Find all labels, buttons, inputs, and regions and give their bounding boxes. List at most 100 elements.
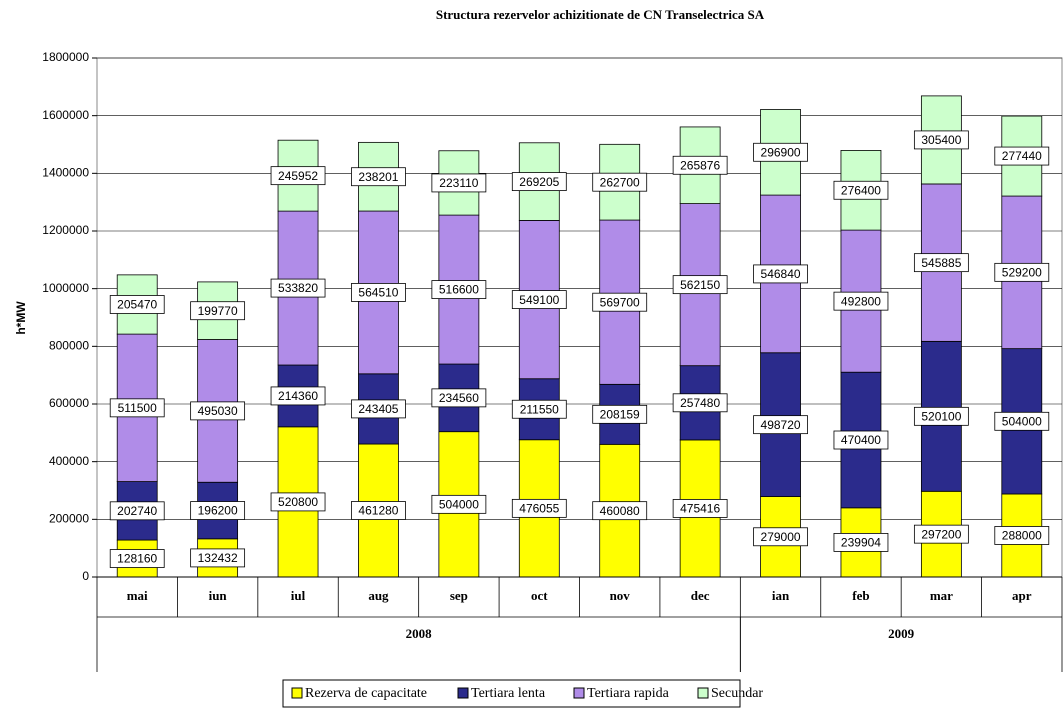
y-tick-label: 1600000	[42, 108, 89, 122]
data-label-box	[431, 388, 487, 408]
data-label: 297200	[921, 527, 961, 541]
data-label-box	[913, 253, 969, 273]
data-label-box	[190, 301, 246, 321]
data-label: 305400	[921, 133, 961, 147]
legend-swatch	[697, 687, 709, 699]
data-label-box	[351, 399, 406, 419]
data-label-box	[672, 155, 728, 175]
data-label: 214360	[278, 389, 318, 403]
chart-title: Structura rezervelor achizitionate de CN…	[436, 7, 765, 22]
x-tick-label: iul	[291, 588, 306, 603]
data-label-box	[511, 172, 567, 192]
data-label: 495030	[198, 404, 238, 418]
data-label: 533820	[278, 281, 318, 295]
plot-area	[96, 57, 1063, 578]
data-label-box	[672, 499, 728, 518]
x-tick-label: aug	[368, 588, 389, 603]
data-label-box	[833, 291, 889, 311]
data-label-box	[109, 501, 165, 521]
data-label-box	[511, 399, 567, 419]
legend-swatch	[457, 687, 469, 699]
data-label: 245952	[278, 169, 318, 183]
legend-label: Tertiara lenta	[471, 686, 546, 701]
data-label: 238201	[358, 170, 398, 184]
data-label-box	[270, 492, 326, 512]
x-tick-label: iun	[209, 588, 228, 603]
data-label-box	[994, 526, 1050, 545]
data-label: 504000	[439, 498, 479, 512]
data-label-box	[994, 146, 1050, 166]
data-label-box	[753, 527, 808, 547]
data-label-box	[913, 406, 969, 426]
data-label-box	[109, 549, 165, 568]
data-label-box	[270, 166, 326, 186]
legend-label: Tertiara rapida	[587, 686, 670, 701]
data-label-box	[351, 283, 406, 302]
data-label: 288000	[1002, 529, 1042, 543]
data-label-box	[270, 386, 326, 406]
data-label-box	[913, 130, 969, 150]
data-label: 529200	[1002, 266, 1042, 280]
data-label-box	[190, 501, 246, 520]
data-label-box	[753, 415, 808, 435]
data-label-box	[351, 501, 406, 520]
data-label: 277440	[1002, 149, 1042, 163]
data-label: 128160	[117, 552, 157, 566]
data-label: 262700	[600, 175, 640, 189]
data-label: 516600	[439, 283, 479, 297]
data-label-box	[592, 172, 648, 192]
data-label: 265876	[680, 158, 720, 172]
data-label-box	[511, 290, 567, 309]
x-tick-label: dec	[691, 588, 710, 603]
x-tick-label: mai	[127, 588, 148, 603]
data-label-box	[592, 292, 648, 312]
data-label: 520800	[278, 495, 318, 509]
legend-swatch	[291, 687, 303, 699]
legend-box	[282, 679, 741, 708]
x-tick-label: oct	[531, 588, 548, 603]
data-label-box	[833, 533, 889, 552]
data-label: 562150	[680, 278, 720, 292]
data-label: 196200	[198, 504, 238, 518]
data-label: 243405	[358, 402, 398, 416]
data-label: 475416	[680, 502, 720, 516]
legend-label: Rezerva de capacitate	[305, 686, 427, 701]
data-label: 276400	[841, 183, 881, 197]
group-label: 2008	[406, 626, 433, 641]
data-label-box	[994, 411, 1050, 431]
data-label-box	[672, 393, 728, 413]
data-label: 564510	[358, 286, 398, 300]
data-label: 205470	[117, 298, 157, 312]
data-label: 492800	[841, 294, 881, 308]
data-label: 296900	[761, 145, 801, 159]
data-label: 545885	[921, 256, 961, 270]
data-label: 549100	[519, 293, 559, 307]
data-label: 476055	[519, 502, 559, 516]
data-label: 470400	[841, 433, 881, 447]
data-label-box	[833, 430, 889, 450]
x-tick-label: mar	[930, 588, 953, 603]
data-label: 132432	[198, 551, 238, 565]
y-tick-label: 200000	[49, 512, 89, 526]
x-tick-label: ian	[772, 588, 790, 603]
data-label-box	[672, 275, 728, 295]
y-axis-label: h*MW	[14, 301, 28, 335]
data-label: 202740	[117, 504, 157, 518]
data-label-box	[190, 401, 246, 421]
data-label: 498720	[761, 418, 801, 432]
data-label: 546840	[761, 267, 801, 281]
data-label-box	[109, 295, 165, 314]
data-label-box	[431, 494, 487, 514]
data-label-box	[592, 404, 648, 424]
y-tick-label: 1800000	[42, 50, 89, 64]
y-tick-label: 1000000	[42, 281, 89, 295]
y-tick-label: 1400000	[42, 166, 89, 180]
data-label-box	[431, 173, 487, 193]
data-label: 511500	[118, 401, 157, 415]
data-label-box	[351, 167, 406, 187]
data-label-box	[511, 498, 567, 518]
data-label: 279000	[761, 530, 801, 544]
data-label-box	[592, 501, 648, 521]
